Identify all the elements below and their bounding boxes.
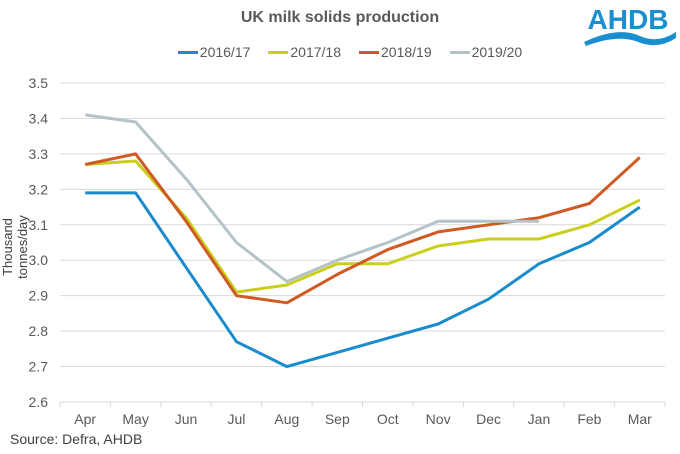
y-tick-label: 3.4 <box>29 110 49 126</box>
y-tick-label: 3.3 <box>29 146 49 162</box>
legend-item: 2017/18 <box>268 44 341 60</box>
x-tick-label: Mar <box>628 411 652 427</box>
y-tick-label: 2.8 <box>29 323 49 339</box>
y-tick-label: 3.1 <box>29 217 49 233</box>
y-tick-label: 3.0 <box>29 252 49 268</box>
x-axis: Apr May Jun Jul Aug Sep Oct Nov Dec Jan Feb Mar <box>59 401 666 427</box>
source-note: Source: Defra, AHDB <box>10 431 143 447</box>
legend: 2016/17 2017/18 2018/19 2019/20 <box>140 44 560 60</box>
legend-label: 2017/18 <box>290 44 341 60</box>
legend-item: 2016/17 <box>177 44 251 60</box>
x-tick-label: Nov <box>426 411 451 427</box>
x-tick-label: Oct <box>377 411 399 427</box>
x-tick-label: Jun <box>175 411 198 427</box>
y-tick-label: 3.2 <box>29 181 49 197</box>
series-line-2016-17 <box>85 191 641 369</box>
y-ticks: 2.6 2.7 2.8 2.9 3.0 3.1 3.2 3.3 3.4 3.5 <box>29 75 49 410</box>
logo-text: AHDB <box>588 4 669 35</box>
gridlines <box>60 82 665 403</box>
x-tick-label: Sep <box>325 411 350 427</box>
y-tick-label: 2.9 <box>29 288 49 304</box>
legend-swatch <box>359 50 379 54</box>
legend-swatch <box>449 50 470 54</box>
series-line-2018-19 <box>84 152 641 305</box>
y-tick-label: 2.7 <box>29 359 49 375</box>
series-line-2019-20 <box>84 113 539 283</box>
x-tick-label: Dec <box>476 411 501 427</box>
ahdb-logo: AHDB <box>584 4 676 46</box>
legend-label: 2016/17 <box>199 44 251 60</box>
chart-title: UK milk solids production <box>240 9 440 26</box>
y-tick-label: 2.6 <box>29 394 49 410</box>
x-tick-label: Apr <box>74 411 96 427</box>
series-line-2017-18 <box>85 159 641 294</box>
series-lines <box>84 113 641 369</box>
legend-item: 2018/19 <box>359 44 432 60</box>
x-tick-label: Aug <box>274 411 299 427</box>
legend-label: 2019/20 <box>471 44 523 60</box>
x-tick-label: Feb <box>577 411 601 427</box>
legend-label: 2018/19 <box>381 44 432 60</box>
x-tick-label: Jul <box>228 411 246 427</box>
legend-swatch <box>177 50 198 54</box>
x-tick-label: Jan <box>528 411 551 427</box>
legend-swatch <box>268 50 289 54</box>
y-tick-label: 3.5 <box>29 75 49 91</box>
logo-wave-icon <box>584 32 676 46</box>
legend-item: 2019/20 <box>449 44 523 60</box>
x-tick-label: May <box>122 411 148 427</box>
